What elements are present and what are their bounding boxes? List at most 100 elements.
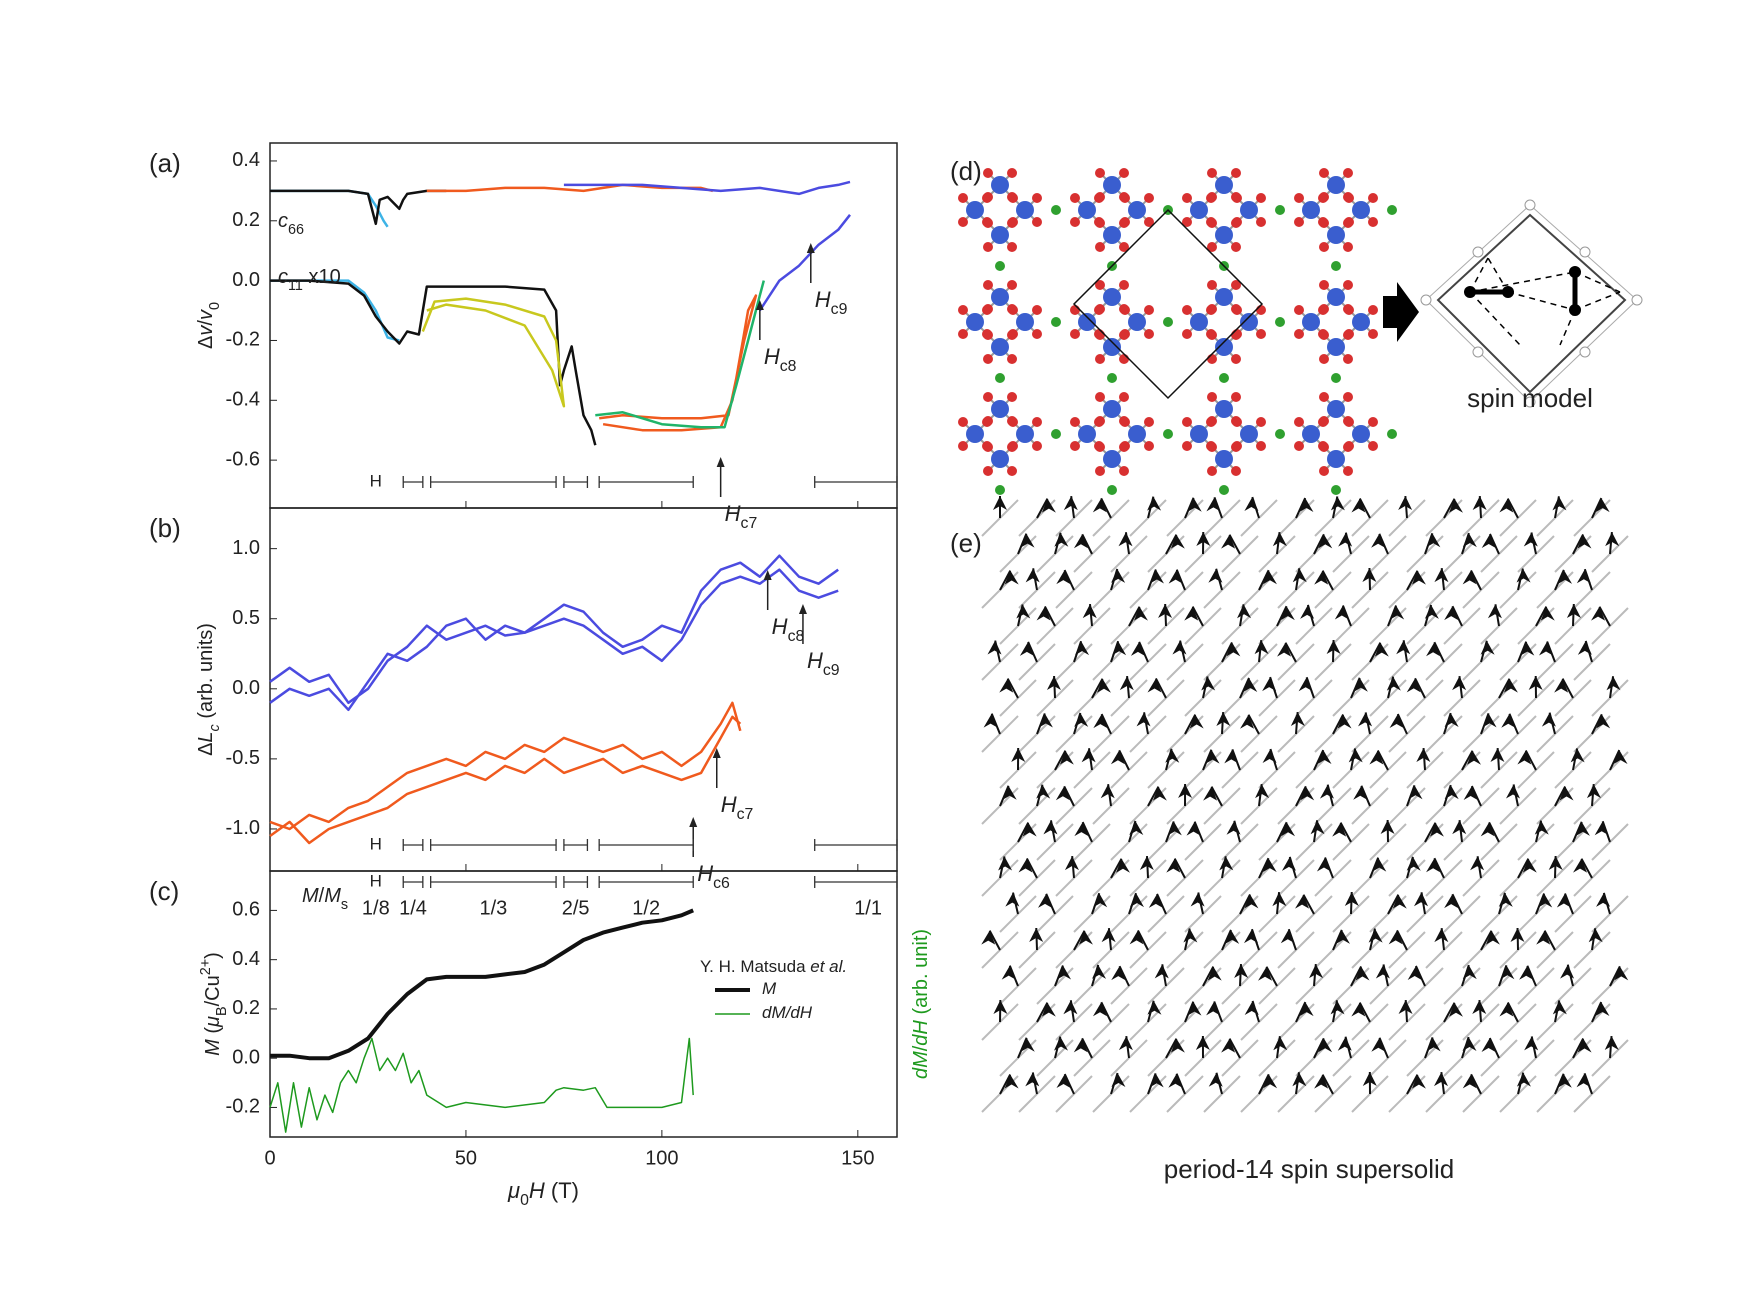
- y-tick-label: 0.0: [232, 269, 260, 291]
- plateau-bar: [815, 476, 897, 488]
- copper: [966, 313, 984, 331]
- oxygen: [1144, 441, 1154, 451]
- spin-head: [1292, 1072, 1306, 1086]
- curve-label: c11 x10: [278, 266, 341, 294]
- oxygen: [983, 168, 993, 178]
- oxygen: [1144, 417, 1154, 427]
- oxygen: [1256, 305, 1266, 315]
- boron: [1051, 205, 1061, 215]
- text-part: H: [764, 344, 780, 369]
- oxygen: [1182, 417, 1192, 427]
- spin-head: [1272, 892, 1286, 906]
- spin-head: [1331, 1000, 1345, 1014]
- oxygen: [1007, 330, 1017, 340]
- spin-head: [1553, 1000, 1567, 1014]
- oxygen: [1032, 441, 1042, 451]
- y-tick-label: 0.0: [232, 1046, 260, 1068]
- oxygen: [1182, 441, 1192, 451]
- oxygen: [1294, 217, 1304, 227]
- caption: spin model: [1467, 383, 1593, 413]
- oxygen: [1070, 329, 1080, 339]
- copper: [1327, 450, 1345, 468]
- text-part: c8: [788, 628, 805, 645]
- spin-head: [1043, 820, 1057, 834]
- oxygen: [1368, 441, 1378, 451]
- data-line: [270, 717, 740, 843]
- oxygen: [1343, 392, 1353, 402]
- text-part: H: [815, 287, 831, 312]
- spin-head: [1293, 568, 1307, 582]
- oxygen: [1343, 168, 1353, 178]
- spin-head: [1338, 1037, 1352, 1051]
- text-part: μ: [507, 1178, 520, 1203]
- copper: [1215, 338, 1233, 356]
- spin-head: [1191, 893, 1205, 907]
- spin-head: [1005, 893, 1019, 907]
- oxygen: [983, 354, 993, 364]
- oxygen: [1007, 466, 1017, 476]
- oxygen: [1231, 242, 1241, 252]
- spin-head: [1577, 569, 1591, 583]
- oxygen: [1007, 354, 1017, 364]
- spin-head: [1539, 641, 1553, 655]
- copper: [1103, 226, 1121, 244]
- oxygen: [1319, 304, 1329, 314]
- oxygen: [1032, 217, 1042, 227]
- y-tick-label: -1.0: [226, 817, 260, 839]
- oxygen: [1207, 354, 1217, 364]
- spin-head: [1309, 964, 1323, 978]
- text-part: M: [324, 885, 341, 907]
- oxygen: [1256, 217, 1266, 227]
- text-part: c: [278, 210, 288, 232]
- oxygen: [1256, 329, 1266, 339]
- y2-axis-label: dM/dH (arb. unit): [910, 929, 932, 1079]
- text-part: M: [302, 885, 319, 907]
- spin-texture: [981, 496, 1628, 1112]
- copper: [1128, 313, 1146, 331]
- data-line: [599, 296, 756, 431]
- boron: [1163, 429, 1173, 439]
- panel-label: (a): [149, 148, 181, 178]
- unit-cell: [1074, 210, 1262, 398]
- spin-head: [1595, 821, 1609, 835]
- spin-head: [1338, 533, 1352, 547]
- oxygen: [1207, 392, 1217, 402]
- plateau-bar: [599, 476, 693, 488]
- text-part: c: [278, 266, 288, 288]
- oxygen: [1343, 192, 1353, 202]
- text-part: H: [725, 501, 741, 526]
- text-part: c9: [823, 662, 840, 679]
- plateau-bar: [431, 839, 556, 851]
- copper: [1240, 313, 1258, 331]
- annotation: Hc7: [721, 792, 754, 823]
- data-line: [760, 215, 850, 311]
- oxygen: [983, 416, 993, 426]
- arrow-head: [717, 457, 725, 467]
- oxygen: [1119, 192, 1129, 202]
- oxygen: [1319, 330, 1329, 340]
- panel-label: (d): [950, 156, 982, 186]
- plateau-bar: [564, 876, 588, 888]
- oxygen: [1231, 442, 1241, 452]
- oxygen: [1119, 304, 1129, 314]
- copper: [1215, 400, 1233, 418]
- arrow-head: [799, 604, 807, 614]
- copper: [1240, 425, 1258, 443]
- oxygen: [958, 217, 968, 227]
- spin-head: [1219, 856, 1233, 870]
- spin-head: [1245, 1001, 1259, 1015]
- oxygen: [1231, 330, 1241, 340]
- oxygen: [1095, 192, 1105, 202]
- spin-head: [1263, 749, 1277, 763]
- oxygen: [1319, 218, 1329, 228]
- oxygen: [1095, 218, 1105, 228]
- y-tick-label: 0.0: [232, 677, 260, 699]
- annotation: Hc9: [815, 287, 848, 318]
- spin-head: [1578, 641, 1592, 655]
- oxygen: [983, 218, 993, 228]
- plateau-bar: [564, 839, 588, 851]
- spin-head: [1300, 605, 1314, 619]
- oxygen: [1207, 466, 1217, 476]
- spin-head: [1209, 1073, 1223, 1087]
